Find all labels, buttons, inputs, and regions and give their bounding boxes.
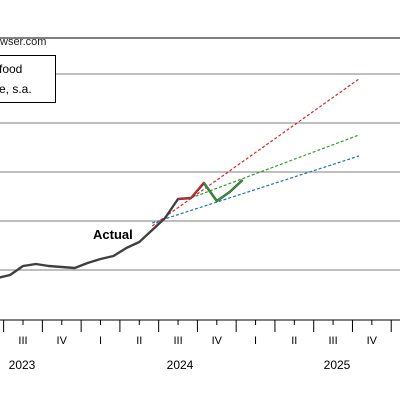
x-tick-label: II: [291, 335, 297, 347]
trend-lines: [151, 78, 360, 227]
data-series: [0, 179, 244, 279]
x-year-label: 2024: [167, 358, 194, 372]
x-tick-label: IV: [57, 335, 68, 347]
gridlines: [0, 73, 400, 271]
legend-line-1: food: [0, 62, 23, 76]
x-tick-label: I: [254, 335, 257, 347]
x-year-label: 2025: [324, 358, 351, 372]
trend-line-2: [152, 155, 360, 224]
x-tick-label: IV: [367, 335, 378, 347]
series-line-2: [203, 179, 244, 202]
trend-line-0: [151, 78, 360, 227]
annotation-actual: Actual: [93, 227, 133, 242]
series-line-1: [177, 181, 205, 200]
x-tick-label: I: [99, 335, 102, 347]
x-year-labels: 2023 2024 2025: [9, 358, 351, 372]
source-credit: wser.com: [0, 36, 47, 48]
legend: food me, s.a.: [0, 55, 56, 103]
x-tick-label: III: [18, 335, 27, 347]
x-tick-label: III: [173, 335, 182, 347]
x-ticks: [3, 320, 392, 332]
axes: [0, 37, 400, 321]
x-tick-label: III: [328, 335, 337, 347]
x-tick-label: II: [136, 335, 142, 347]
legend-line-2: me, s.a.: [0, 82, 32, 96]
x-tick-labels: IIIIVIIIIIIIVIIIIIIIVIIIIIIIV: [18, 335, 378, 347]
x-year-label: 2023: [9, 358, 36, 372]
x-tick-label: IV: [212, 335, 223, 347]
trend-line-1: [190, 134, 360, 199]
